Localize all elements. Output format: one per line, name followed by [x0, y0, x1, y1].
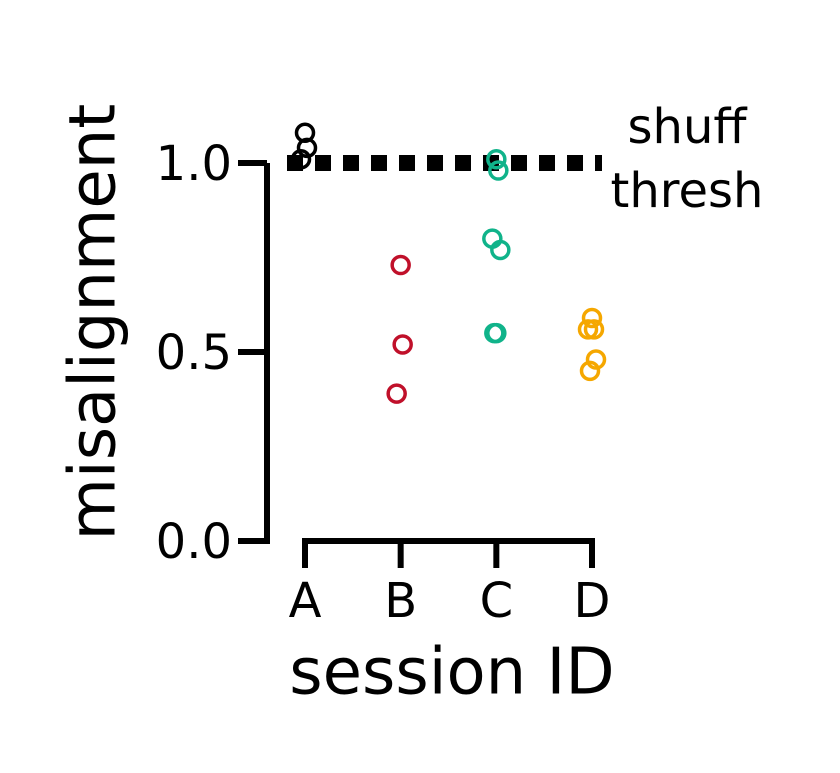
- x-tick-label: D: [574, 573, 611, 629]
- point: [290, 148, 312, 170]
- point: [486, 148, 507, 170]
- point: [296, 137, 318, 159]
- y-tick-label: 0.5: [156, 325, 232, 381]
- y-tick-label: 1.0: [156, 136, 232, 192]
- threshold-label-line: shuff: [628, 99, 748, 155]
- point: [488, 160, 509, 181]
- point: [585, 349, 607, 370]
- point: [386, 383, 407, 404]
- threshold-label-line: thresh: [611, 163, 764, 219]
- point: [490, 239, 511, 261]
- point: [486, 322, 507, 344]
- y-axis-label: misalignment: [57, 104, 131, 541]
- point: [577, 319, 599, 340]
- x-tick-label: A: [289, 573, 322, 629]
- point: [581, 307, 603, 329]
- point: [583, 319, 605, 340]
- point: [390, 254, 411, 276]
- point: [579, 360, 601, 382]
- threshold-label: shuff thresh: [611, 99, 764, 219]
- x-tick-label: C: [480, 573, 514, 629]
- x-axis-label: session ID: [289, 636, 614, 710]
- x-tick-label: B: [384, 573, 417, 629]
- y-tick-label: 0.0: [156, 514, 232, 570]
- point: [392, 334, 413, 355]
